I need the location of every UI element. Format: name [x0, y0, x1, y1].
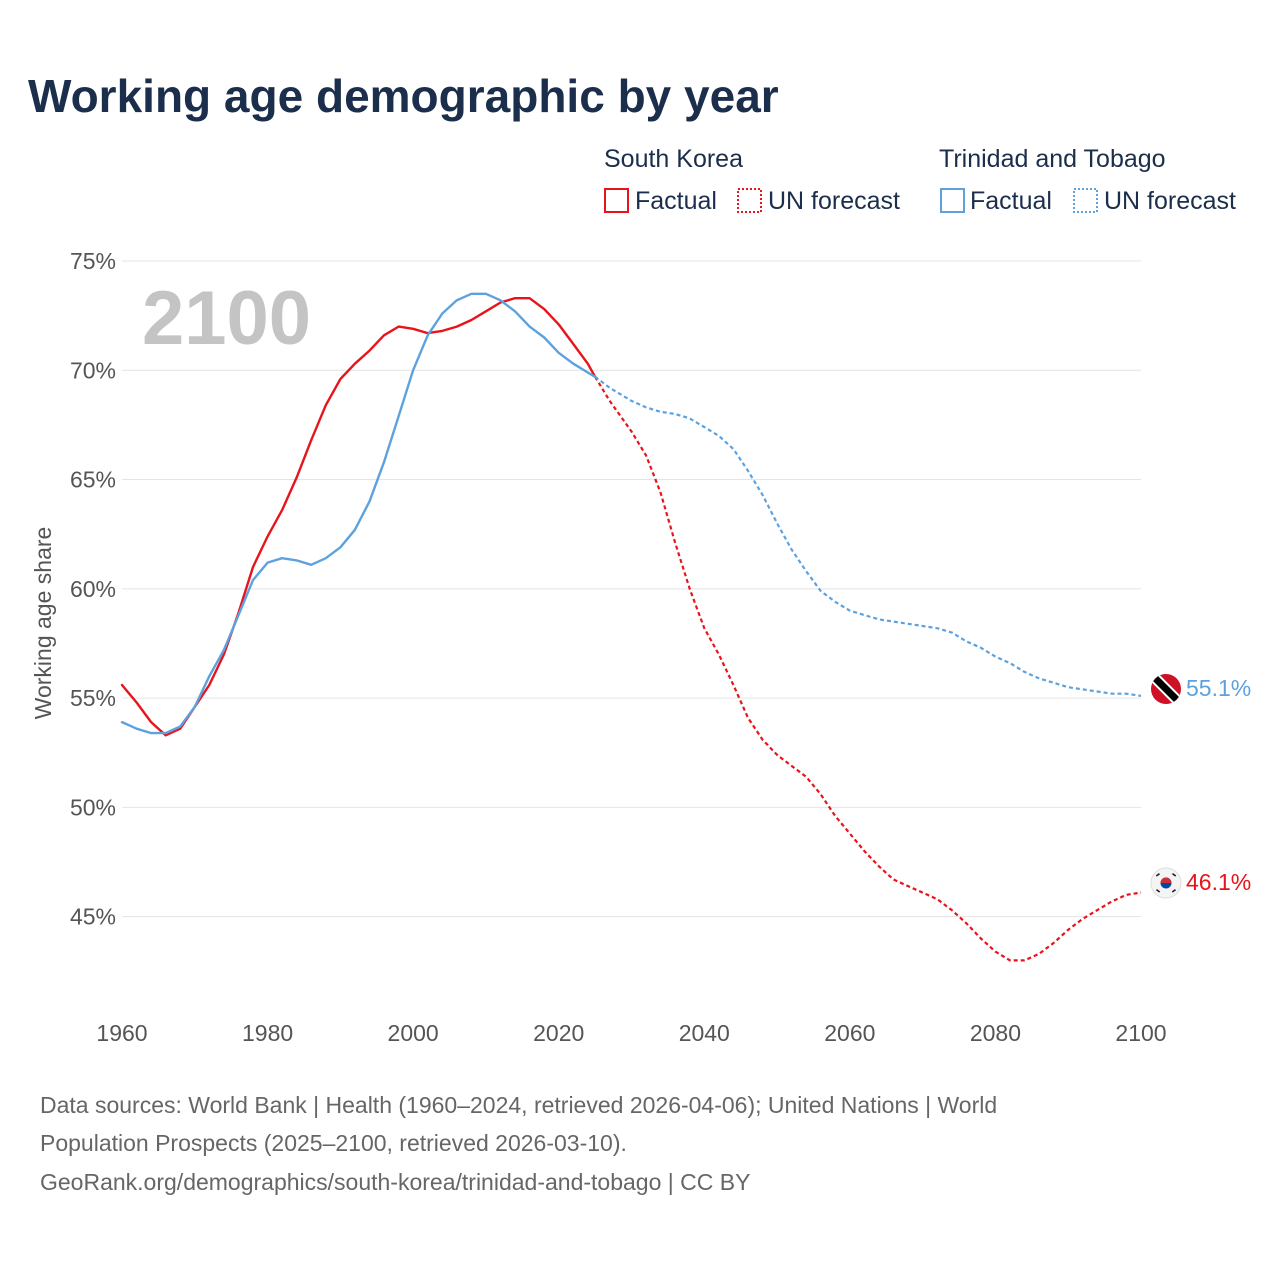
y-axis-label: Working age share [30, 527, 56, 720]
chart-title: Working age demographic by year [28, 70, 779, 122]
legend-swatch-korea-factual [604, 188, 629, 213]
legend: South Korea Factual UN forecast Trinidad… [604, 145, 1236, 215]
korea-end-label: 46.1% [1186, 869, 1251, 895]
x-tick-label: 2040 [679, 1020, 730, 1046]
x-tick-label: 1980 [242, 1020, 293, 1046]
y-tick-label: 65% [70, 467, 116, 493]
trinidad-end-label: 55.1% [1186, 675, 1251, 701]
legend-group-trinidad: Trinidad and Tobago [939, 145, 1166, 173]
y-tick-label: 55% [70, 685, 116, 711]
x-tick-label: 2060 [824, 1020, 875, 1046]
korea-factual-line [120, 297, 597, 737]
footer-sources-line2: Population Prospects (2025–2100, retriev… [40, 1130, 627, 1156]
y-axis-ticks: 45% 50% 55% 60% 65% 70% 75% [70, 248, 116, 930]
y-tick-label: 70% [70, 357, 116, 383]
x-tick-label: 2080 [970, 1020, 1021, 1046]
x-tick-label: 2000 [388, 1020, 439, 1046]
legend-swatch-trinidad-factual [940, 188, 965, 213]
footer-sources-line1: Data sources: World Bank | Health (1960–… [40, 1092, 997, 1118]
legend-group-south-korea: South Korea [604, 145, 743, 173]
y-tick-label: 60% [70, 576, 116, 602]
x-tick-label: 2100 [1115, 1020, 1166, 1046]
trinidad-forecast-line [594, 375, 1142, 697]
legend-korea-factual: Factual [635, 187, 717, 215]
series [120, 292, 1142, 962]
y-tick-label: 75% [70, 248, 116, 274]
x-axis-ticks: 1960 1980 2000 2020 2040 2060 2080 2100 [96, 1020, 1166, 1046]
year-watermark: 2100 [142, 276, 311, 361]
x-tick-label: 1960 [96, 1020, 147, 1046]
korea-forecast-line [594, 376, 1142, 962]
legend-swatch-korea-forecast [737, 188, 762, 213]
x-tick-label: 2020 [533, 1020, 584, 1046]
legend-korea-forecast: UN forecast [768, 187, 900, 215]
y-tick-label: 50% [70, 794, 116, 820]
legend-swatch-trinidad-forecast [1073, 188, 1098, 213]
south-korea-flag-icon [1150, 867, 1182, 899]
legend-trinidad-factual: Factual [970, 187, 1052, 215]
legend-trinidad-forecast: UN forecast [1104, 187, 1236, 215]
grid [122, 260, 1141, 918]
trinidad-flag-icon [1151, 674, 1181, 704]
y-tick-label: 45% [70, 904, 116, 930]
footer-link[interactable]: GeoRank.org/demographics/south-korea/tri… [40, 1169, 750, 1195]
trinidad-factual-line [120, 292, 597, 735]
